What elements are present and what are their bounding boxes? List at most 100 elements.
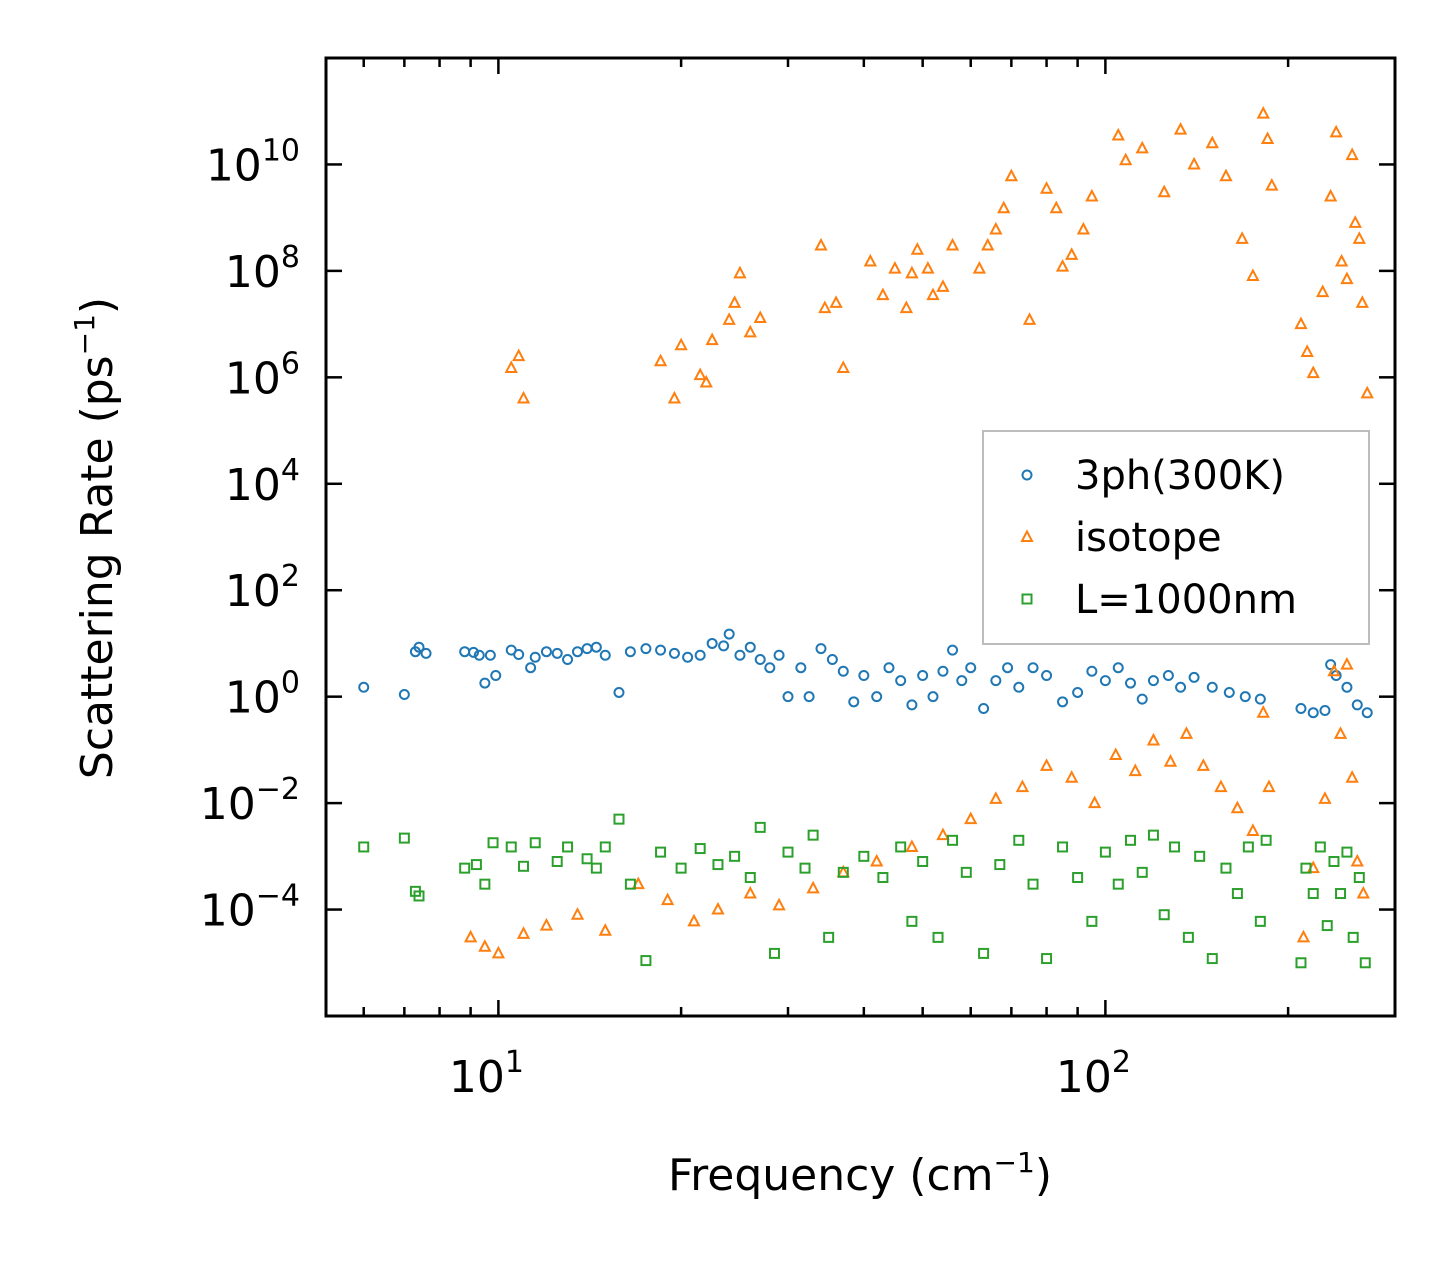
data-point bbox=[1347, 931, 1359, 943]
data-point bbox=[1265, 177, 1279, 191]
data-point bbox=[964, 811, 978, 825]
data-point bbox=[655, 846, 667, 858]
data-point bbox=[1319, 704, 1331, 716]
data-point bbox=[1307, 707, 1319, 719]
data-point bbox=[926, 287, 940, 301]
data-point bbox=[744, 641, 756, 653]
data-point bbox=[826, 653, 838, 665]
data-point bbox=[1223, 686, 1235, 698]
data-point bbox=[562, 841, 574, 853]
data-point bbox=[965, 662, 977, 674]
data-point bbox=[463, 929, 478, 943]
data-point bbox=[743, 885, 757, 899]
data-point bbox=[773, 649, 785, 661]
data-point bbox=[772, 897, 786, 911]
data-point bbox=[1013, 681, 1025, 693]
data-point bbox=[1119, 152, 1133, 166]
data-point bbox=[921, 261, 935, 274]
data-point bbox=[782, 846, 794, 858]
data-point bbox=[1246, 268, 1260, 282]
data-point bbox=[1157, 184, 1171, 198]
data-point bbox=[1187, 156, 1201, 170]
data-point bbox=[945, 237, 960, 251]
data-point bbox=[782, 691, 794, 703]
data-point bbox=[989, 791, 1003, 804]
data-point bbox=[877, 872, 889, 884]
legend-marker-circle bbox=[1021, 469, 1033, 481]
data-point bbox=[1300, 862, 1312, 874]
data-point bbox=[1348, 215, 1362, 228]
data-point bbox=[814, 237, 828, 251]
data-point bbox=[1335, 888, 1347, 900]
data-point bbox=[1111, 127, 1125, 141]
data-point bbox=[711, 901, 725, 915]
data-point bbox=[1205, 135, 1219, 149]
data-point bbox=[699, 374, 713, 388]
data-point bbox=[504, 360, 518, 373]
data-point bbox=[529, 651, 541, 663]
data-point bbox=[937, 665, 949, 677]
data-point bbox=[1341, 846, 1353, 858]
data-point bbox=[733, 265, 747, 279]
data-point bbox=[660, 892, 675, 906]
data-point bbox=[806, 880, 820, 894]
y-tick-label: 102 bbox=[225, 559, 300, 617]
data-point bbox=[807, 829, 819, 841]
data-point bbox=[505, 841, 517, 853]
data-point bbox=[1231, 888, 1243, 900]
data-point bbox=[1112, 878, 1124, 890]
data-point bbox=[1065, 770, 1079, 783]
legend-item: isotope bbox=[1020, 515, 1222, 561]
data-point bbox=[858, 850, 870, 862]
data-point bbox=[551, 855, 563, 867]
data-point bbox=[870, 853, 884, 867]
data-point bbox=[571, 646, 583, 658]
y-tick-label: 106 bbox=[225, 346, 300, 404]
data-point bbox=[876, 287, 890, 301]
data-point bbox=[1246, 823, 1260, 836]
data-point bbox=[1194, 850, 1206, 862]
data-point bbox=[1353, 872, 1365, 884]
data-point bbox=[1158, 909, 1170, 921]
data-point bbox=[997, 200, 1011, 214]
data-point bbox=[837, 665, 849, 677]
data-point bbox=[1099, 846, 1111, 858]
data-point bbox=[599, 649, 611, 661]
data-point bbox=[936, 827, 950, 841]
data-point bbox=[883, 662, 895, 674]
data-point bbox=[1325, 659, 1337, 671]
series-2 bbox=[358, 813, 1371, 969]
data-point bbox=[1295, 957, 1307, 969]
data-point bbox=[905, 839, 919, 852]
data-point bbox=[479, 878, 491, 890]
data-point bbox=[1147, 675, 1159, 687]
data-point bbox=[947, 834, 959, 846]
data-point bbox=[1086, 665, 1098, 677]
data-point bbox=[674, 337, 688, 351]
data-point bbox=[1360, 385, 1374, 399]
data-point bbox=[1163, 754, 1178, 767]
data-point bbox=[729, 850, 741, 862]
data-point bbox=[1314, 841, 1326, 853]
legend-item: L=1000nm bbox=[1021, 577, 1297, 623]
data-point bbox=[1175, 681, 1187, 693]
data-point bbox=[1049, 200, 1063, 214]
data-point bbox=[895, 675, 907, 687]
y-tick-label: 1010 bbox=[206, 133, 300, 191]
data-point bbox=[398, 832, 410, 844]
data-point bbox=[1318, 791, 1332, 804]
data-point bbox=[1057, 696, 1069, 708]
data-point bbox=[1147, 829, 1159, 841]
legend-box bbox=[982, 430, 1370, 645]
data-point bbox=[795, 662, 807, 674]
data-point bbox=[413, 890, 425, 902]
data-point bbox=[917, 669, 929, 681]
x-tick-label: 102 bbox=[1056, 1045, 1131, 1103]
y-tick-label: 100 bbox=[225, 666, 300, 724]
data-point bbox=[551, 647, 563, 659]
data-point bbox=[1027, 878, 1039, 890]
data-point bbox=[675, 862, 687, 874]
data-point bbox=[1125, 834, 1137, 846]
data-point bbox=[706, 637, 718, 649]
